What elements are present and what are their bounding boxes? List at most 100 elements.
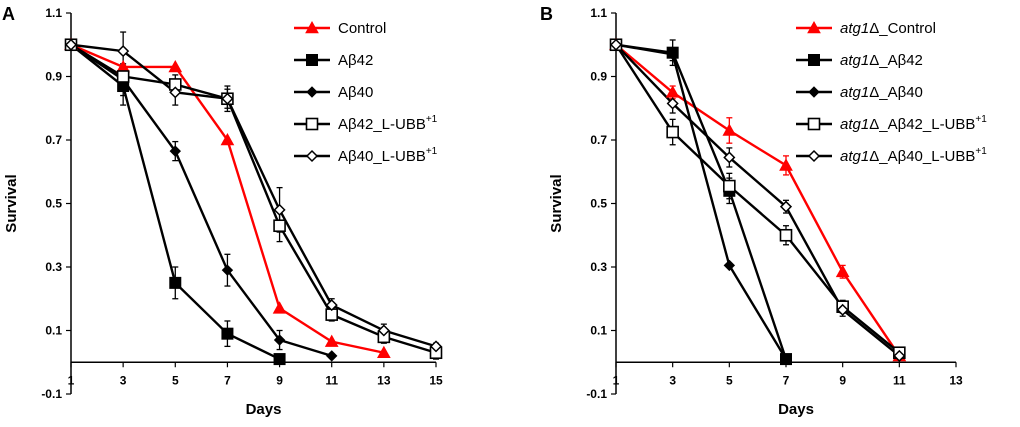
data-point [64, 38, 78, 51]
legend-label: Aβ42_L-UBB+1 [338, 114, 438, 133]
data-point [723, 179, 736, 193]
x-axis-label: Days [246, 401, 282, 418]
series-line [70, 43, 437, 348]
data-point [779, 200, 793, 213]
y-axis-label: Survival [3, 174, 20, 232]
data-point [273, 203, 286, 216]
y-tick-label: 0.5 [45, 197, 62, 211]
y-tick-label: 0.3 [45, 260, 62, 274]
legend-marker [306, 54, 318, 66]
data-point [273, 353, 286, 366]
x-tick-label: 3 [669, 373, 676, 387]
legend-label: Control [338, 20, 386, 37]
data-point [780, 353, 792, 365]
x-tick-label: 15 [429, 373, 443, 387]
chart-panel-b: -0.10.10.30.50.70.91.11 3 5 7 9 11 13DaysSurvi… [548, 6, 987, 418]
data-point [722, 123, 737, 136]
legend-marker [808, 86, 820, 98]
x-tick-label: 1 [613, 373, 620, 387]
y-tick-label: 0.9 [590, 70, 607, 84]
legend-label: Aβ40_L-UBB+1 [338, 146, 438, 165]
legend-marker [305, 117, 319, 131]
legend-marker [807, 149, 821, 163]
x-tick-label: 13 [949, 373, 963, 387]
data-point [117, 45, 130, 58]
x-tick-label: 3 [120, 373, 127, 387]
data-point [326, 350, 338, 362]
series-line [615, 43, 901, 357]
legend-marker [306, 86, 318, 98]
legend-label: atg1Δ_Aβ40 [840, 84, 923, 101]
data-point [169, 86, 182, 99]
y-tick-label: 0.1 [45, 324, 62, 338]
data-point [835, 264, 850, 278]
data-point [169, 276, 182, 289]
legend-label: atg1Δ_Aβ40_L-UBB+1 [840, 146, 987, 165]
x-tick-label: 7 [783, 373, 790, 387]
y-axis-label: Survival [548, 174, 565, 232]
data-point [723, 151, 736, 164]
x-tick-label: 7 [224, 373, 231, 387]
y-tick-label: 0.7 [45, 133, 62, 147]
data-point [168, 59, 183, 73]
chart-panel-a: -0.10.10.30.50.70.91.11 3 5 7 9 11 13 15DaysSur… [3, 6, 443, 418]
data-point [325, 299, 338, 312]
data-point [221, 327, 234, 340]
data-point [666, 48, 679, 60]
panel-label-a: A [2, 4, 15, 24]
legend-label: atg1Δ_Aβ42 [840, 52, 923, 69]
series-line [614, 44, 901, 354]
x-axis-label: Days [778, 401, 814, 418]
data-point [666, 97, 679, 110]
y-tick-label: -0.1 [586, 387, 607, 401]
data-point [836, 303, 849, 316]
legend-marker [808, 54, 820, 66]
x-tick-label: 11 [325, 373, 338, 387]
data-point [377, 345, 391, 359]
y-tick-label: -0.1 [41, 387, 62, 401]
data-point [272, 301, 287, 314]
data-point [273, 334, 286, 346]
x-tick-label: 5 [726, 373, 733, 387]
data-point [665, 85, 680, 98]
x-tick-label: 13 [377, 373, 391, 387]
data-point [324, 334, 339, 347]
legend-marker [807, 20, 821, 34]
data-point [666, 125, 679, 139]
data-point [169, 145, 181, 157]
data-point [779, 158, 793, 171]
legend-label: atg1Δ_Control [840, 20, 936, 37]
x-tick-label: 9 [839, 373, 846, 387]
data-point [893, 349, 906, 362]
x-tick-label: 9 [276, 373, 283, 387]
data-point [221, 92, 234, 105]
data-point [116, 70, 130, 83]
y-tick-label: 1.1 [45, 6, 62, 20]
data-point [377, 324, 390, 337]
y-tick-label: 0.1 [590, 324, 607, 338]
y-tick-label: 0.3 [590, 260, 607, 274]
legend-label: Aβ42 [338, 52, 373, 69]
legend-label: atg1Δ_Aβ42_L-UBB+1 [840, 114, 987, 133]
data-point [221, 264, 234, 276]
series-line [70, 43, 333, 358]
data-point [273, 219, 286, 233]
data-point [429, 340, 443, 353]
legend-marker [305, 149, 319, 163]
y-tick-label: 0.9 [45, 70, 62, 84]
legend-marker [305, 20, 319, 34]
panel-label-b: B [540, 4, 553, 24]
legend-label: Aβ40 [338, 84, 373, 101]
series-line [70, 43, 437, 354]
y-tick-label: 1.1 [590, 6, 607, 20]
data-point [723, 259, 736, 272]
x-tick-label: 1 [68, 373, 75, 387]
y-tick-label: 0.7 [590, 133, 607, 147]
legend-marker [807, 117, 821, 131]
data-point [220, 132, 235, 146]
data-point [609, 38, 623, 51]
series-line [615, 43, 788, 360]
x-tick-label: 11 [893, 373, 906, 387]
